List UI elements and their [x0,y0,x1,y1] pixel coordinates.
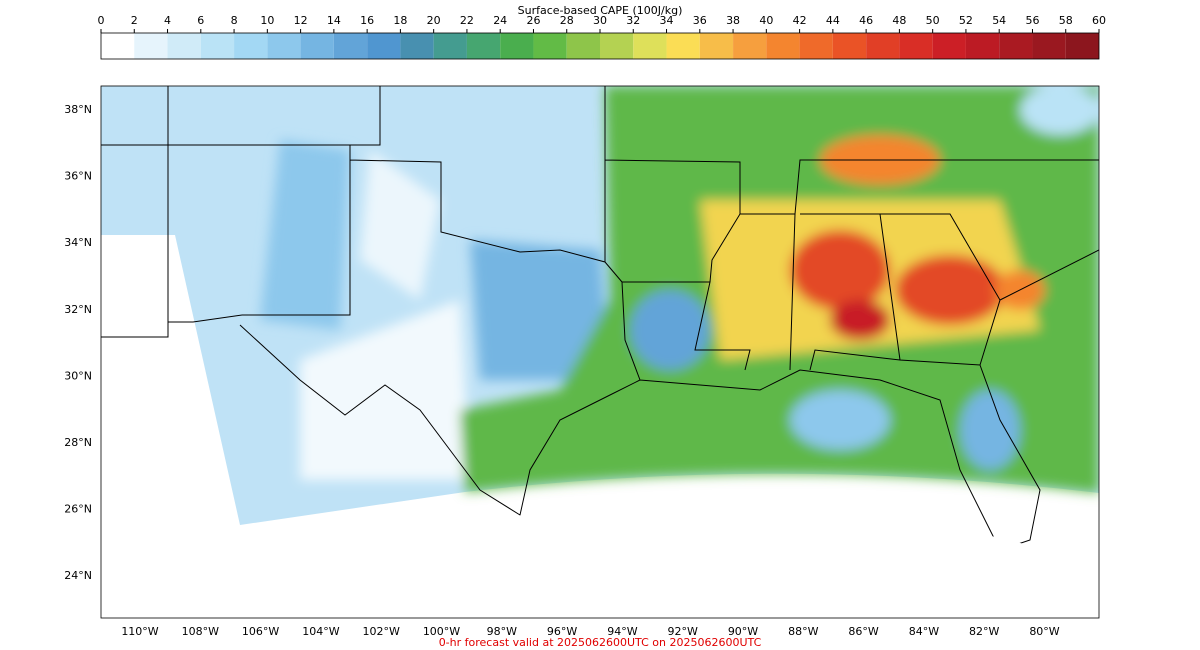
colorbar-tick-label: 12 [294,14,308,27]
colorbar-bin [1065,33,1099,59]
colorbar-bin [699,33,734,59]
colorbar-tick-label: 38 [726,14,740,27]
lat-label: 30°N [64,369,92,382]
lon-label: 86°W [848,625,878,638]
colorbar-bin [200,33,235,59]
colorbar-title: Surface-based CAPE (100J/kg) [518,4,683,17]
colorbar-tick-label: 32 [626,14,640,27]
colorbar-tick-label: 22 [460,14,474,27]
cape-field [101,86,1099,618]
colorbar-bin [167,33,201,59]
colorbar-tick-label: 46 [859,14,873,27]
lon-label: 92°W [668,625,698,638]
lon-label: 100°W [423,625,460,638]
colorbar-tick-label: 44 [826,14,840,27]
colorbar-bin [999,33,1033,59]
colorbar-tick-label: 26 [526,14,540,27]
colorbar-tick-label: 24 [493,14,507,27]
colorbar-bin [400,33,434,59]
lat-label: 32°N [64,303,92,316]
lon-label: 80°W [1029,625,1059,638]
colorbar-bin [533,33,567,59]
lon-label: 82°W [969,625,999,638]
lon-label: 84°W [909,625,939,638]
colorbar-tick-label: 30 [593,14,607,27]
lon-label: 102°W [363,625,400,638]
colorbar-bin [566,33,600,59]
colorbar-bin [500,33,534,59]
colorbar-tick-label: 16 [360,14,374,27]
lat-label: 36°N [64,170,92,183]
colorbar-bin [733,33,767,59]
colorbar-tick-label: 20 [427,14,441,27]
colorbar-tick-label: 14 [327,14,341,27]
lat-label: 28°N [64,436,92,449]
colorbar-tick-label: 48 [892,14,906,27]
colorbar-bin [899,33,933,59]
colorbar-tick-label: 18 [393,14,407,27]
lon-label: 94°W [607,625,637,638]
colorbar-tick-label: 54 [992,14,1006,27]
colorbar-bin [234,33,268,59]
colorbar-tick-label: 28 [560,14,574,27]
colorbar-bin [466,33,501,59]
colorbar-bin [866,33,900,59]
lat-label: 34°N [64,236,92,249]
colorbar-tick-label: 60 [1092,14,1106,27]
colorbar-tick-label: 56 [1025,14,1039,27]
colorbar-tick-label: 36 [693,14,707,27]
colorbar-tick-label: 4 [164,14,171,27]
lon-label: 110°W [121,625,158,638]
lat-label: 38°N [64,103,92,116]
map-frame [100,85,1100,619]
colorbar-bin [300,33,334,59]
lon-labels: 110°W 108°W 106°W 104°W 102°W 100°W 98°W 96°W 94… [121,625,1059,638]
colorbar-bin [1032,33,1066,59]
colorbar-bin [134,33,168,59]
lat-labels: 38°N 36°N 34°N 32°N 30°N 28°N 26°N 24°N [64,103,92,582]
lon-label: 108°W [182,625,219,638]
colorbar-bin [965,33,1000,59]
colorbar-tick-label: 0 [98,14,105,27]
colorbar-tick-label: 2 [131,14,138,27]
colorbar-bin [932,33,966,59]
colorbar-bin [832,33,867,59]
lon-label: 106°W [242,625,279,638]
colorbar-bin [766,33,800,59]
colorbar-bin [101,33,135,59]
colorbar-tick-label: 52 [959,14,973,27]
colorbar-bin [799,33,833,59]
colorbar-tick-label: 34 [660,14,674,27]
colorbar-bin [267,33,301,59]
colorbar-bin [433,33,467,59]
colorbar-tick-label: 8 [231,14,238,27]
colorbar-bin [600,33,634,59]
colorbar-tick-label: 50 [926,14,940,27]
lon-label: 96°W [547,625,577,638]
lat-label: 26°N [64,503,92,516]
lon-label: 90°W [728,625,758,638]
colorbar-tick-label: 58 [1059,14,1073,27]
lon-label: 88°W [788,625,818,638]
colorbar-bin [633,33,667,59]
lon-label: 104°W [302,625,339,638]
colorbar-bin [367,33,401,59]
forecast-caption: 0-hr forecast valid at 2025062600UTC on … [439,636,762,649]
colorbar-tick-label: 40 [759,14,773,27]
colorbar-bin [666,33,700,59]
colorbar-bin [333,33,368,59]
colorbar: 0 2 4 6 8 10 12 14 16 18 20 22 24 26 28 30 32 34 36 38 40 42 4… [98,14,1106,60]
lat-label: 24°N [64,569,92,582]
colorbar-tick-label: 6 [197,14,204,27]
colorbar-tick-label: 10 [260,14,274,27]
colorbar-tick-label: 42 [793,14,807,27]
lon-label: 98°W [487,625,517,638]
